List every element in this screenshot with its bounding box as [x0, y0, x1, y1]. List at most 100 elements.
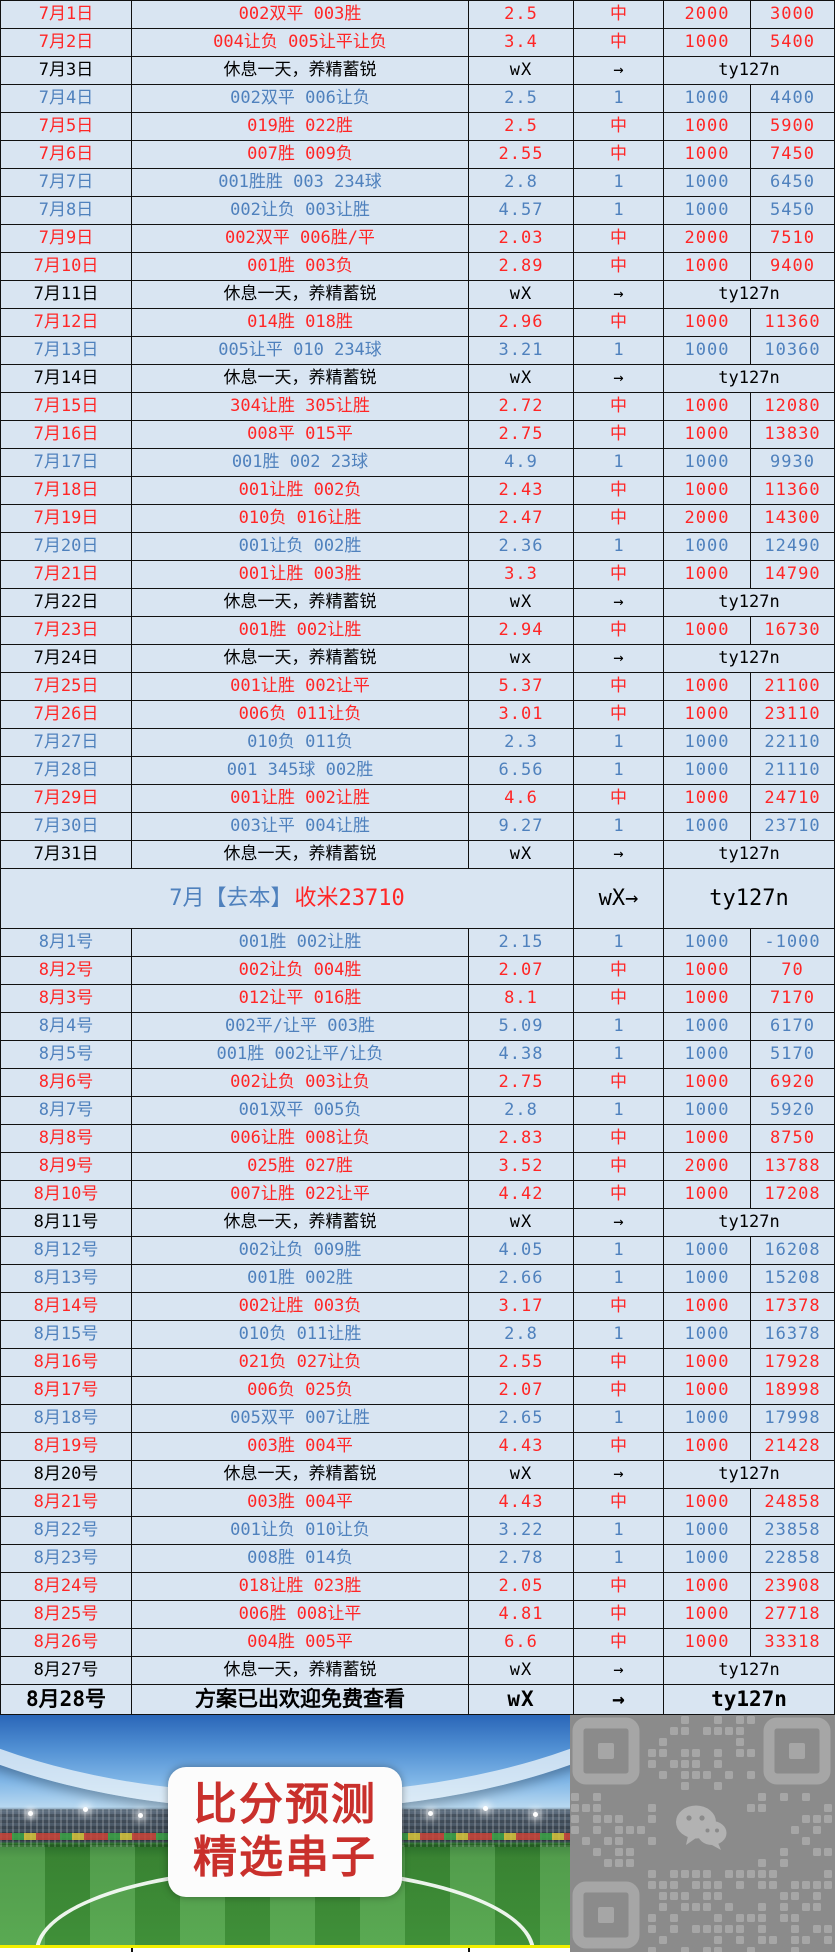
- stake-cell: 1000: [664, 113, 751, 141]
- result-cell: 中: [574, 1, 664, 29]
- table-row: 7月31日 休息一天，养精蓄锐 wX → ty127n: [0, 841, 835, 869]
- odds-cell: 4.6: [469, 785, 574, 813]
- result-cell: 中: [574, 505, 664, 533]
- result-cell: 中: [574, 1293, 664, 1321]
- total-cell: 3000: [751, 1, 835, 29]
- result-cell: 1: [574, 929, 664, 957]
- odds-cell: 2.78: [469, 1545, 574, 1573]
- table-row: 8月19号 003胜 004平 4.43 中 1000 21428: [0, 1433, 835, 1461]
- contact-cell: ty127n: [664, 1461, 835, 1489]
- odds-cell: 2.8: [469, 1321, 574, 1349]
- pick-cell: 005双平 007让胜: [132, 1405, 469, 1433]
- pick-cell: 006胜 008让平: [132, 1601, 469, 1629]
- stake-cell: 1000: [664, 617, 751, 645]
- date-cell: 8月26号: [0, 1629, 132, 1657]
- date-cell: 8月5号: [0, 1041, 132, 1069]
- total-cell: 23110: [751, 701, 835, 729]
- pick-cell: 休息一天，养精蓄锐: [132, 365, 469, 393]
- stake-cell: 1000: [664, 957, 751, 985]
- total-cell: 9400: [751, 253, 835, 281]
- date-cell: 7月27日: [0, 729, 132, 757]
- total-cell: 17998: [751, 1405, 835, 1433]
- result-cell: 1: [574, 533, 664, 561]
- pick-cell: 004胜 005平: [132, 1629, 469, 1657]
- result-cell: 1: [574, 1405, 664, 1433]
- pick-cell: 001胜 002让胜: [132, 617, 469, 645]
- result-cell: 中: [574, 141, 664, 169]
- pick-cell: 002双平 003胜: [132, 1, 469, 29]
- banner-line1: 比分预测: [193, 1779, 377, 1831]
- date-cell: 7月19日: [0, 505, 132, 533]
- stake-cell: 1000: [664, 1265, 751, 1293]
- total-cell: 9930: [751, 449, 835, 477]
- date-cell: 8月24号: [0, 1573, 132, 1601]
- stake-cell: 1000: [664, 1181, 751, 1209]
- pick-cell: 001双平 005负: [132, 1097, 469, 1125]
- table-row: 8月12号 002让负 009胜 4.05 1 1000 16208: [0, 1237, 835, 1265]
- date-cell: 7月29日: [0, 785, 132, 813]
- date-cell: 7月2日: [0, 29, 132, 57]
- result-cell: 中: [574, 561, 664, 589]
- date-cell: 8月14号: [0, 1293, 132, 1321]
- total-cell: 5450: [751, 197, 835, 225]
- table-row: 8月11号 休息一天，养精蓄锐 wX → ty127n: [0, 1209, 835, 1237]
- result-cell: 中: [574, 1153, 664, 1181]
- stake-cell: 1000: [664, 169, 751, 197]
- date-cell: 8月21号: [0, 1489, 132, 1517]
- total-cell: 7450: [751, 141, 835, 169]
- pick-cell: 008平 015平: [132, 421, 469, 449]
- date-cell: 7月23日: [0, 617, 132, 645]
- stake-cell: 1000: [664, 141, 751, 169]
- total-cell: 13788: [751, 1153, 835, 1181]
- table-row: 7月【去本】 收米23710 wX→ ty127n: [0, 869, 835, 929]
- odds-cell: wX: [469, 1657, 574, 1685]
- total-cell: 11360: [751, 477, 835, 505]
- date-cell: 7月24日: [0, 645, 132, 673]
- total-cell: 21100: [751, 673, 835, 701]
- total-cell: 7170: [751, 985, 835, 1013]
- date-cell: 8月8号: [0, 1125, 132, 1153]
- pick-cell: 001让胜 003胜: [132, 561, 469, 589]
- total-cell: 14300: [751, 505, 835, 533]
- odds-cell: 3.21: [469, 337, 574, 365]
- stake-cell: 1000: [664, 477, 751, 505]
- stake-cell: 1000: [664, 1293, 751, 1321]
- result-cell: 中: [574, 477, 664, 505]
- date-cell: 8月4号: [0, 1013, 132, 1041]
- stake-cell: 1000: [664, 1377, 751, 1405]
- odds-cell: 8.1: [469, 985, 574, 1013]
- table-row: 8月8号 006让胜 008让负 2.83 中 1000 8750: [0, 1125, 835, 1153]
- stake-cell: 1000: [664, 393, 751, 421]
- table-row: 8月13号 001胜 002胜 2.66 1 1000 15208: [0, 1265, 835, 1293]
- total-cell: 16730: [751, 617, 835, 645]
- pick-cell: 002让负 009胜: [132, 1237, 469, 1265]
- stake-cell: 1000: [664, 309, 751, 337]
- total-cell: 5400: [751, 29, 835, 57]
- odds-cell: 2.8: [469, 169, 574, 197]
- date-cell: 7月5日: [0, 113, 132, 141]
- date-cell: 7月14日: [0, 365, 132, 393]
- result-cell: 1: [574, 197, 664, 225]
- odds-cell: 2.8: [469, 1097, 574, 1125]
- result-cell: 中: [574, 1601, 664, 1629]
- total-cell: -1000: [751, 929, 835, 957]
- table-row: 7月15日 304让胜 305让胜 2.72 中 1000 12080: [0, 393, 835, 421]
- result-cell: →: [574, 281, 664, 309]
- total-cell: 4400: [751, 85, 835, 113]
- contact-cell: ty127n: [664, 1657, 835, 1685]
- date-cell: 8月17号: [0, 1377, 132, 1405]
- odds-cell: 2.5: [469, 1, 574, 29]
- date-cell: 7月13日: [0, 337, 132, 365]
- result-cell: 1: [574, 813, 664, 841]
- pick-cell: 010负 011让胜: [132, 1321, 469, 1349]
- odds-cell: 4.38: [469, 1041, 574, 1069]
- table-row: 8月9号 025胜 027胜 3.52 中 2000 13788: [0, 1153, 835, 1181]
- table-row: 8月3号 012让平 016胜 8.1 中 1000 7170: [0, 985, 835, 1013]
- table-row: 7月29日 001让胜 002让胜 4.6 中 1000 24710: [0, 785, 835, 813]
- stake-cell: 1000: [664, 1097, 751, 1125]
- stake-cell: 1000: [664, 1573, 751, 1601]
- date-cell: 7月3日: [0, 57, 132, 85]
- result-cell: 中: [574, 1573, 664, 1601]
- pick-cell: 休息一天，养精蓄锐: [132, 281, 469, 309]
- result-cell: 中: [574, 1349, 664, 1377]
